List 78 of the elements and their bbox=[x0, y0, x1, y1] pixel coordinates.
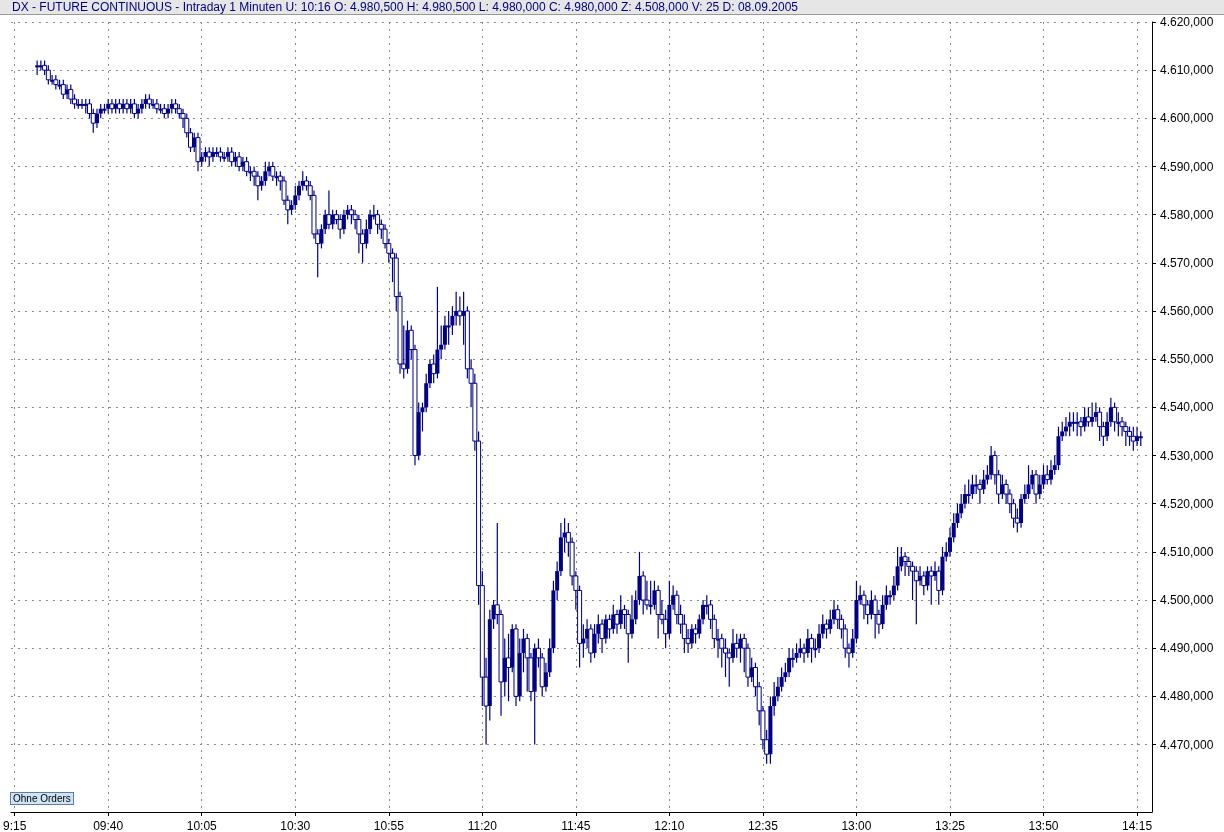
x-tick-label: 12:10 bbox=[654, 819, 685, 832]
x-tick-label: 13:25 bbox=[934, 819, 966, 832]
chart-title: DX - FUTURE CONTINUOUS - Intraday 1 Minuten U: 10:16 O: 4.980,500 H: 4.980,500 L: 4.980,000 C: 4.980,000 Z: 4.508,000 V: 25 D: 08.09.2005 bbox=[0, 0, 1224, 15]
candlestick bbox=[652, 580, 657, 611]
candlestick bbox=[869, 589, 874, 620]
x-tick-label: 9:15 bbox=[3, 819, 27, 832]
candlestick bbox=[293, 185, 298, 211]
candlestick bbox=[794, 642, 799, 664]
candlestick bbox=[1082, 406, 1087, 433]
candlestick bbox=[270, 161, 276, 182]
candlestick bbox=[1048, 459, 1053, 486]
candlestick bbox=[94, 108, 99, 129]
y-tick-label: 4.480,000 bbox=[1160, 689, 1214, 704]
candlestick bbox=[738, 633, 743, 664]
x-tick-label: 10:55 bbox=[373, 819, 405, 832]
candlestick bbox=[921, 570, 927, 596]
candlestick bbox=[1090, 401, 1095, 428]
x-tick-label: 11:20 bbox=[467, 819, 498, 832]
y-tick-label: 4.570,000 bbox=[1160, 255, 1214, 270]
candlestick bbox=[80, 98, 85, 110]
candlestick bbox=[790, 647, 795, 669]
candlestick bbox=[1123, 421, 1129, 447]
candlestick bbox=[861, 589, 867, 620]
candlestick bbox=[263, 161, 268, 187]
y-tick-label: 4.530,000 bbox=[1160, 448, 1214, 463]
candlestick bbox=[139, 98, 144, 115]
candlestick bbox=[648, 580, 653, 616]
candlestick bbox=[244, 156, 250, 177]
candlestick bbox=[1097, 406, 1103, 442]
x-tick-label: 10:30 bbox=[280, 819, 311, 832]
x-tick-label: 09:40 bbox=[93, 819, 124, 832]
y-tick-label: 4.510,000 bbox=[1160, 544, 1214, 559]
candlestick bbox=[326, 190, 332, 230]
x-tick-label: 10:05 bbox=[186, 819, 218, 832]
candlestick bbox=[210, 146, 215, 163]
candlestick bbox=[341, 209, 346, 235]
candlestick bbox=[375, 209, 381, 235]
candlestick bbox=[1078, 416, 1084, 437]
y-tick-label: 4.620,000 bbox=[1160, 15, 1214, 29]
x-tick-label: 14:15 bbox=[1122, 819, 1153, 832]
candlestick bbox=[928, 565, 934, 606]
candlestick bbox=[1067, 411, 1072, 437]
y-tick-label: 4.610,000 bbox=[1160, 63, 1214, 78]
candlestick bbox=[599, 618, 605, 654]
candlestick bbox=[68, 84, 74, 105]
candlestick bbox=[902, 551, 908, 577]
candlestick bbox=[1112, 401, 1118, 433]
candlestick bbox=[1071, 411, 1076, 433]
candlestick bbox=[446, 310, 451, 346]
x-tick-label: 11:45 bbox=[561, 819, 591, 832]
x-tick-label: 13:00 bbox=[841, 819, 872, 832]
y-tick-label: 4.520,000 bbox=[1160, 496, 1214, 511]
y-tick-label: 4.600,000 bbox=[1160, 111, 1214, 126]
candlestick bbox=[166, 103, 171, 119]
y-tick-label: 4.550,000 bbox=[1160, 352, 1214, 367]
candlestick bbox=[45, 64, 51, 86]
y-tick-label: 4.580,000 bbox=[1160, 207, 1214, 222]
y-tick-label: 4.500,000 bbox=[1160, 593, 1214, 608]
y-tick-label: 4.560,000 bbox=[1160, 304, 1214, 319]
candlestick bbox=[970, 474, 975, 500]
y-tick-label: 4.490,000 bbox=[1160, 641, 1214, 656]
candlestick bbox=[787, 647, 792, 678]
x-tick-label: 13:50 bbox=[1028, 819, 1059, 832]
candlestick bbox=[966, 479, 971, 505]
y-tick-label: 4.540,000 bbox=[1160, 400, 1214, 415]
x-tick-label: 12:35 bbox=[747, 819, 779, 832]
y-tick-label: 4.590,000 bbox=[1160, 159, 1214, 174]
candlestick bbox=[1127, 426, 1133, 447]
candlestick bbox=[872, 594, 878, 640]
candlestick bbox=[1033, 469, 1039, 505]
candlestick bbox=[35, 59, 40, 76]
candlestick bbox=[136, 103, 141, 119]
y-tick-label: 4.470,000 bbox=[1160, 737, 1214, 752]
candlestick bbox=[809, 633, 815, 664]
candlestick bbox=[629, 594, 634, 640]
candlestick bbox=[1026, 464, 1031, 500]
annotation: Ohne Orders bbox=[10, 792, 74, 805]
candlestick bbox=[913, 565, 919, 625]
